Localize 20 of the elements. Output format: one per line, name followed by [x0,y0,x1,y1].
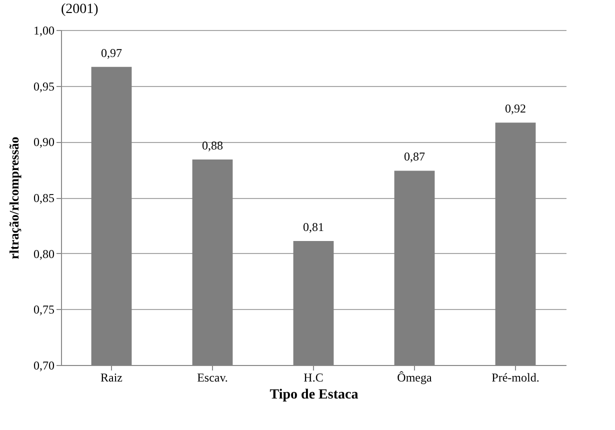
y-tick-label: 0,90 [34,135,54,150]
data-label: 0,97 [101,46,122,60]
y-tick-label: 0,75 [34,302,54,317]
x-tick-label: Raiz [100,370,122,384]
y-tick-label: 0,95 [34,79,54,94]
y-tick-label: 1,00 [34,24,54,38]
x-tick-label: H.C [304,370,324,384]
data-label: 0,92 [505,102,526,116]
x-tick-label: Ômega [397,370,432,384]
y-tick-label: 0,80 [34,246,54,261]
chart-title: (2001) [61,2,99,17]
y-tick-label: 0,70 [34,358,54,372]
x-tick-label: Pré-mold. [492,370,540,384]
x-axis-title: Tipo de Estaca [270,388,358,402]
data-label: 0,88 [202,138,223,153]
x-tick-label: Escav. [197,370,228,384]
data-label: 0,81 [303,220,324,234]
data-label: 0,87 [404,150,425,164]
y-tick-label: 0,85 [34,191,54,205]
y-axis-title: rltração/rlcompressão [6,136,22,260]
